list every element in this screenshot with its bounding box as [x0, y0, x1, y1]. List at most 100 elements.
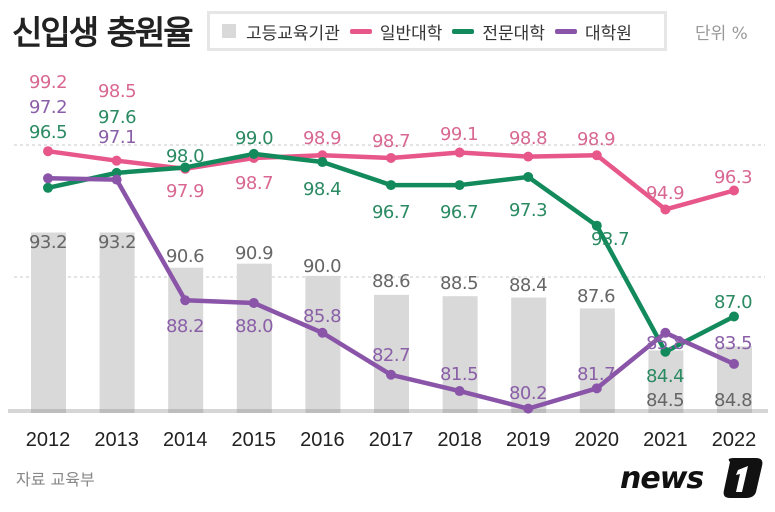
- data-label-대학원-2021: 85.8: [646, 333, 684, 354]
- point-일반대학-2022: [729, 185, 739, 196]
- point-일반대학-2017: [386, 152, 396, 163]
- bar-2014: [168, 267, 204, 410]
- data-label-고등교육기관-2012: 93.2: [29, 232, 67, 253]
- bar-2013: [99, 232, 135, 410]
- point-대학원-2013: [111, 174, 122, 185]
- bar-base: [579, 409, 615, 413]
- data-label-전문대학-2018: 96.7: [440, 202, 478, 223]
- chart-title: 신입생 충원율: [12, 13, 194, 52]
- data-label-일반대학-2020: 98.9: [577, 129, 615, 150]
- data-label-고등교육기관-2019: 88.4: [509, 275, 547, 296]
- point-대학원-2014: [180, 295, 191, 306]
- data-label-일반대학-2014: 97.9: [166, 181, 204, 202]
- data-label-대학원-2014: 88.2: [166, 316, 204, 337]
- legend: 고등교육기관 일반대학 전문대학 대학원: [207, 11, 667, 51]
- bar-base: [648, 409, 684, 413]
- point-전문대학-2017: [386, 180, 396, 191]
- data-label-고등교육기관-2016: 90.0: [303, 256, 341, 277]
- point-일반대학-2013: [111, 155, 122, 166]
- point-전문대학-2012: [43, 182, 53, 193]
- data-label-전문대학-2016: 98.4: [303, 179, 341, 200]
- point-대학원-2016: [317, 327, 328, 338]
- data-label-대학원-2022: 83.5: [714, 333, 752, 354]
- data-label-일반대학-2015: 98.7: [235, 173, 273, 194]
- point-전문대학-2021: [660, 346, 671, 357]
- bar-2012: [31, 232, 66, 410]
- data-label-일반대학-2012: 99.2: [29, 72, 67, 93]
- data-label-전문대학-2022: 87.0: [714, 292, 752, 313]
- bar-2019: [511, 297, 547, 410]
- point-대학원-2020: [591, 383, 602, 394]
- point-일반대학-2020: [591, 150, 602, 161]
- x-tick-2020: 2020: [575, 429, 620, 451]
- x-tick-2022: 2022: [712, 429, 757, 451]
- data-label-대학원-2018: 81.5: [440, 364, 478, 385]
- bar-2020: [579, 308, 615, 410]
- legend-item-general-univ: 일반대학: [349, 19, 442, 44]
- data-label-고등교육기관-2017: 88.6: [372, 271, 410, 292]
- data-label-고등교육기관-2021: 84.5: [646, 390, 684, 411]
- x-tick-2014: 2014: [163, 429, 208, 451]
- point-전문대학-2022: [729, 311, 739, 322]
- point-전문대학-2020: [591, 220, 602, 231]
- point-대학원-2017: [386, 369, 396, 380]
- data-label-고등교육기관-2018: 88.5: [440, 273, 478, 294]
- bar-base: [305, 409, 341, 413]
- point-일반대학-2012: [43, 146, 53, 157]
- point-일반대학-2021: [660, 204, 671, 215]
- data-label-전문대학-2013: 97.6: [98, 107, 136, 128]
- data-label-전문대학-2019: 97.3: [509, 200, 547, 221]
- bar-2015: [236, 263, 272, 410]
- point-전문대학-2016: [317, 157, 328, 168]
- data-label-대학원-2017: 82.7: [372, 345, 410, 366]
- data-label-전문대학-2021: 84.4: [646, 366, 684, 387]
- legend-label: 고등교육기관: [246, 23, 340, 44]
- bar-2016: [305, 275, 341, 410]
- bar-base: [168, 409, 204, 413]
- legend-swatch-line-icon: [554, 28, 577, 34]
- point-대학원-2015: [248, 297, 259, 308]
- x-tick-2016: 2016: [300, 429, 345, 451]
- point-대학원-2021: [660, 327, 671, 338]
- x-tick-2013: 2013: [94, 429, 139, 451]
- legend-item-junior-college: 전문대학: [452, 19, 545, 44]
- legend-item-higher-ed: 고등교육기관: [222, 19, 340, 44]
- bar-base: [236, 409, 272, 413]
- legend-swatch-line-icon: [452, 28, 475, 34]
- point-대학원-2012: [43, 173, 53, 184]
- data-label-대학원-2013: 97.1: [98, 127, 136, 148]
- point-대학원-2019: [523, 403, 534, 414]
- point-전문대학-2018: [454, 180, 465, 191]
- data-label-대학원-2015: 88.0: [235, 316, 273, 337]
- x-tick-2017: 2017: [369, 429, 414, 451]
- logo-wordmark: news: [620, 461, 703, 496]
- data-label-대학원-2019: 80.2: [509, 383, 547, 404]
- data-label-전문대학-2015: 99.0: [235, 128, 273, 149]
- point-일반대학-2019: [523, 151, 534, 162]
- point-대학원-2018: [454, 386, 465, 397]
- legend-label: 전문대학: [482, 23, 545, 44]
- data-label-고등교육기관-2022: 84.8: [714, 390, 752, 411]
- point-전문대학-2019: [523, 171, 534, 182]
- data-label-대학원-2020: 81.7: [577, 364, 615, 385]
- data-label-일반대학-2021: 94.9: [646, 183, 684, 204]
- point-일반대학-2018: [454, 147, 465, 158]
- data-label-고등교육기관-2020: 87.6: [577, 286, 615, 307]
- x-tick-2012: 2012: [26, 429, 71, 451]
- data-label-대학원-2016: 85.8: [303, 306, 341, 327]
- data-label-일반대학-2018: 99.1: [440, 124, 478, 145]
- point-대학원-2022: [729, 358, 739, 369]
- data-label-일반대학-2013: 98.5: [98, 81, 136, 102]
- data-label-고등교육기관-2013: 93.2: [98, 232, 136, 253]
- point-전문대학-2015: [248, 148, 259, 159]
- news1-logo: news: [618, 456, 766, 504]
- news1-logo-icon: news: [620, 458, 763, 498]
- x-tick-2018: 2018: [437, 429, 482, 451]
- data-label-전문대학-2020: 93.7: [591, 229, 629, 250]
- data-label-전문대학-2014: 98.0: [166, 146, 204, 167]
- data-label-고등교육기관-2015: 90.9: [235, 243, 273, 264]
- legend-swatch-square-icon: [222, 24, 236, 38]
- data-label-일반대학-2016: 98.9: [303, 128, 341, 149]
- data-label-일반대학-2019: 98.8: [509, 128, 547, 149]
